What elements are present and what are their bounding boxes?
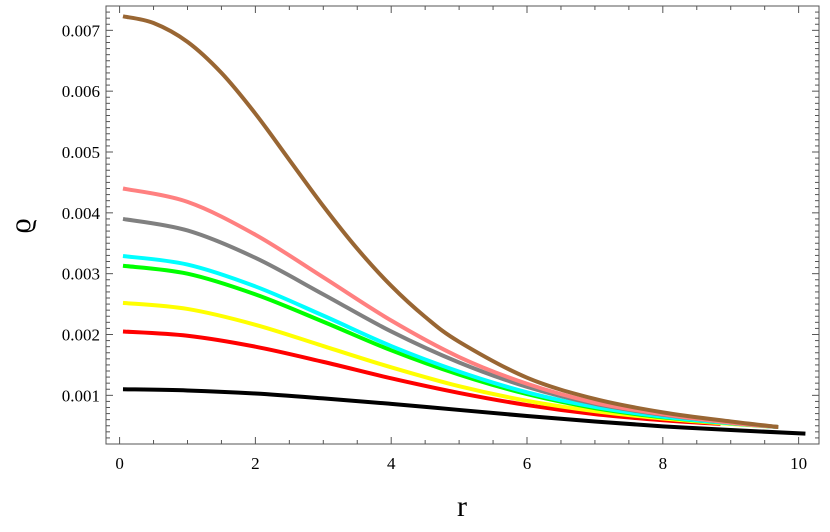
y-tick-label: 0.003 — [62, 265, 100, 284]
x-tick-label: 0 — [115, 454, 124, 473]
x-tick-label: 2 — [251, 454, 260, 473]
y-tick-label: 0.001 — [62, 386, 100, 405]
x-tick-label: 4 — [387, 454, 396, 473]
y-tick-label: 0.006 — [62, 82, 100, 101]
x-tick-label: 6 — [523, 454, 532, 473]
y-axis-title: ϱ — [4, 218, 37, 233]
series-line-0 — [122, 387, 806, 436]
series-line-5 — [122, 216, 779, 429]
series-line-3 — [122, 263, 779, 429]
plot-frame — [105, 5, 820, 445]
x-tick-label: 10 — [790, 454, 807, 473]
x-tick-label: 8 — [659, 454, 668, 473]
series-layer — [122, 14, 806, 436]
y-tick-label: 0.004 — [62, 204, 101, 223]
series-line-7 — [122, 14, 779, 429]
tick-layer: 0 2 4 6 8 10 0.001 0.002 0.003 0.004 0.005 0.006 0.0… — [62, 6, 819, 473]
y-tick-label: 0.002 — [62, 326, 100, 345]
y-tick-label: 0.007 — [62, 21, 101, 40]
series-line-1 — [122, 329, 721, 426]
x-axis-title: r — [457, 490, 467, 523]
y-tick-label: 0.005 — [62, 143, 100, 162]
